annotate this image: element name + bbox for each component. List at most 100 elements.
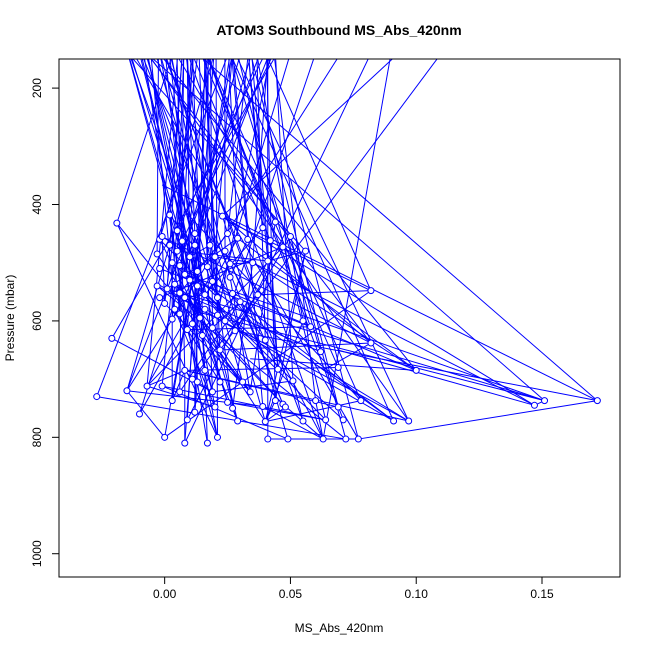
data-point: [211, 403, 219, 411]
data-point: [166, 241, 174, 249]
series-segment: [315, 400, 324, 440]
data-point: [158, 382, 166, 390]
data-point: [234, 234, 242, 242]
data-point: [168, 397, 176, 405]
series-segment: [140, 59, 198, 287]
series-segment: [146, 59, 178, 387]
series-segment: [257, 59, 304, 321]
series-segment: [164, 290, 372, 438]
data-point: [161, 433, 169, 441]
series-segment: [187, 59, 196, 234]
series-segment: [262, 406, 324, 440]
data-point: [176, 388, 184, 396]
data-point: [193, 267, 201, 275]
data-point: [221, 317, 229, 325]
data-point: [203, 263, 211, 271]
series-segment: [202, 59, 598, 402]
series-segment: [186, 260, 269, 421]
data-point: [224, 230, 232, 238]
series-segment: [179, 292, 321, 353]
data-point: [123, 387, 131, 395]
data-point: [176, 262, 184, 270]
data-point: [203, 439, 211, 447]
series-segment: [197, 285, 294, 382]
series-segment: [161, 59, 266, 422]
data-point: [302, 247, 310, 255]
series-segment: [250, 358, 417, 371]
data-point: [264, 435, 272, 443]
data-point: [191, 241, 199, 249]
data-point: [186, 276, 194, 284]
series-segment: [264, 406, 286, 423]
data-point: [166, 211, 174, 219]
data-point: [541, 397, 549, 405]
series-segment: [198, 59, 213, 392]
series-segment: [232, 59, 264, 407]
series-segment: [186, 59, 234, 409]
y-tick-label: 800: [30, 427, 44, 447]
series-segment: [231, 59, 322, 352]
data-point: [254, 291, 262, 299]
data-point: [317, 348, 325, 356]
series-segment: [358, 400, 598, 440]
series-segment: [184, 369, 409, 422]
data-point: [299, 317, 307, 325]
series-segment: [222, 215, 535, 406]
series-segment: [338, 349, 535, 406]
series-segment: [163, 59, 417, 371]
series-segment: [174, 284, 218, 438]
series-segment: [219, 342, 371, 351]
data-point: [143, 382, 151, 390]
data-point: [339, 416, 347, 424]
data-point: [229, 404, 237, 412]
data-point: [367, 287, 375, 295]
data-point: [322, 416, 330, 424]
series-segment: [143, 59, 284, 405]
y-tick-label: 600: [30, 311, 44, 331]
data-point: [171, 305, 179, 313]
data-point: [219, 212, 227, 220]
series-segment: [150, 59, 372, 344]
series-segment: [96, 59, 227, 397]
data-point: [201, 366, 209, 374]
series-segment: [252, 262, 535, 406]
data-point: [226, 260, 234, 268]
series-segment: [189, 279, 327, 421]
series-segment: [146, 385, 216, 408]
y-tick-label: 200: [30, 78, 44, 98]
series-segment: [229, 221, 372, 292]
data-point: [191, 408, 199, 416]
series-segment: [289, 178, 359, 440]
data-point: [530, 401, 538, 409]
data-point: [156, 265, 164, 273]
data-point: [593, 397, 601, 405]
series-segment: [169, 214, 266, 341]
series-segment: [164, 59, 232, 438]
series-segment: [166, 237, 238, 290]
data-point: [208, 388, 216, 396]
data-point: [168, 259, 176, 267]
series-segment: [151, 59, 410, 422]
series-segment: [322, 342, 372, 371]
data-point: [239, 378, 247, 386]
data-point: [259, 402, 267, 410]
series-segment: [159, 268, 311, 328]
series-segment: [96, 396, 346, 440]
series-segment: [164, 303, 251, 393]
data-point: [176, 289, 184, 297]
series-segment: [161, 236, 372, 344]
series-segment: [184, 210, 362, 401]
data-point: [108, 334, 116, 342]
series-segment: [189, 59, 324, 440]
data-point: [216, 346, 224, 354]
series-segment: [235, 330, 598, 402]
data-point: [168, 315, 176, 323]
data-point: [213, 311, 221, 319]
data-point: [181, 439, 189, 447]
data-point: [246, 388, 254, 396]
data-point: [136, 410, 144, 418]
series-segment: [267, 59, 372, 291]
series-segment: [130, 59, 226, 322]
data-point: [181, 294, 189, 302]
data-point: [181, 366, 189, 374]
